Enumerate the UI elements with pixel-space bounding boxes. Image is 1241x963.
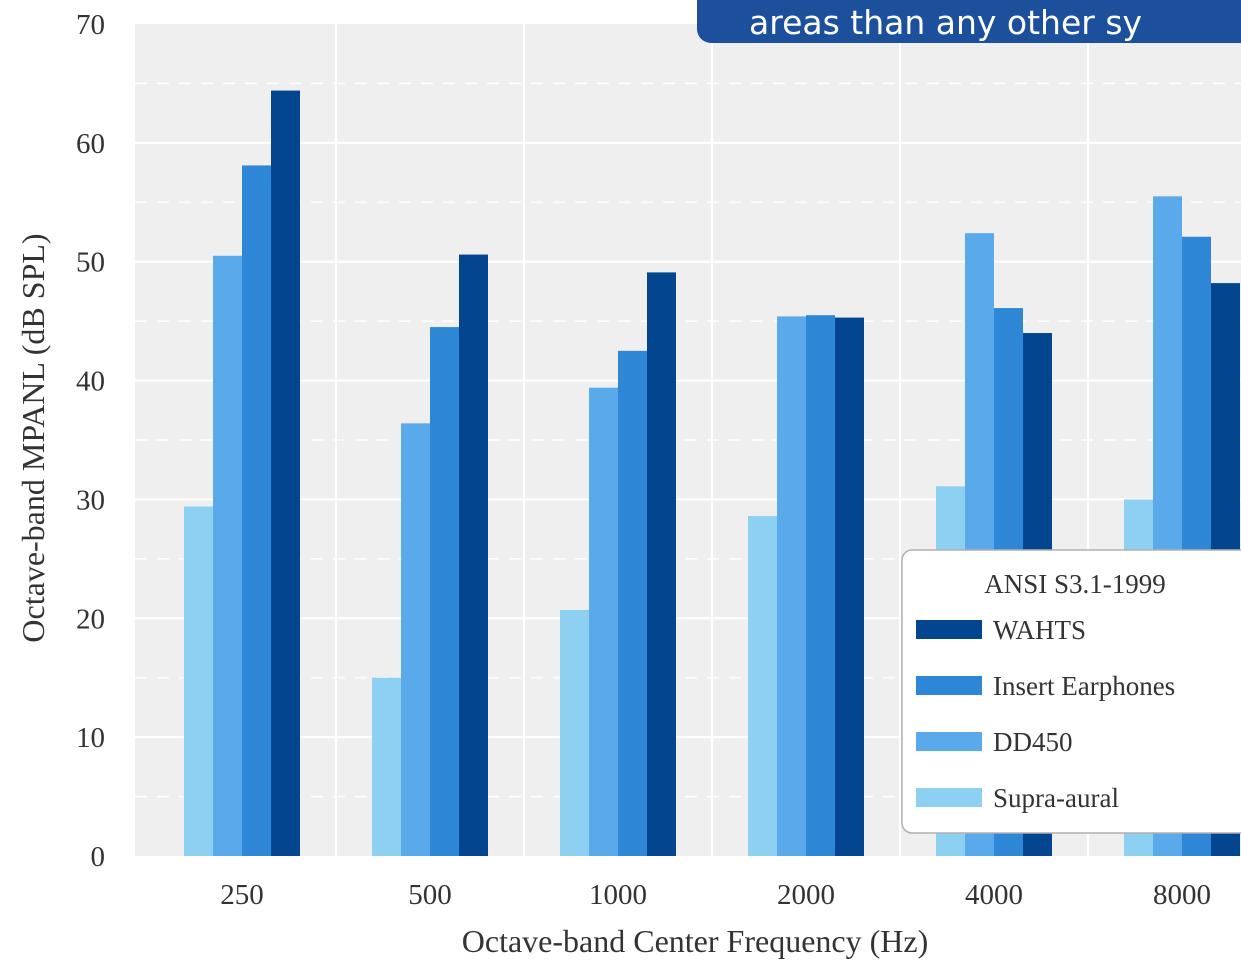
bar (213, 255, 242, 856)
x-axis-ticks: 250 500 1000 2000 4000 8000 (220, 879, 1211, 911)
y-tick-label: 0 (91, 841, 106, 873)
legend-label: WAHTS (993, 615, 1086, 645)
x-tick-label: 4000 (965, 879, 1023, 911)
bar (271, 90, 300, 856)
x-axis-title: Octave-band Center Frequency (Hz) (462, 923, 928, 959)
bar (242, 165, 271, 856)
legend-label: Insert Earphones (993, 671, 1175, 701)
bar (618, 350, 647, 856)
y-axis-ticks: 0 10 20 30 40 50 60 70 (76, 9, 105, 873)
bar (401, 423, 430, 856)
bar (372, 677, 401, 856)
legend-box (901, 549, 1241, 834)
bar (806, 315, 835, 856)
y-tick-label: 30 (76, 484, 105, 516)
legend-swatch (916, 788, 982, 807)
legend-swatch (916, 732, 982, 751)
y-tick-label: 60 (76, 128, 105, 160)
y-axis-title: Octave-band MPANL (dB SPL) (15, 233, 51, 642)
bar (748, 516, 777, 856)
bar (777, 316, 806, 857)
legend-label: Supra-aural (993, 783, 1119, 813)
x-tick-label: 1000 (589, 879, 647, 911)
legend-swatch (916, 620, 982, 639)
callout-banner: areas than any other sy (697, 0, 1241, 43)
legend-swatch (916, 676, 982, 695)
legend-items: WAHTS Insert Earphones DD450 Supra-aural (916, 615, 1175, 813)
bar (560, 609, 589, 856)
y-tick-label: 20 (76, 603, 105, 635)
y-tick-label: 50 (76, 247, 105, 279)
bar (184, 506, 213, 856)
x-tick-label: 8000 (1153, 879, 1211, 911)
y-tick-label: 70 (76, 9, 105, 41)
callout-banner-text: areas than any other sy (749, 3, 1143, 42)
bar (589, 387, 618, 856)
bar (459, 254, 488, 856)
x-tick-label: 250 (220, 879, 264, 911)
bar (647, 272, 676, 856)
bar (430, 327, 459, 857)
y-tick-label: 40 (76, 366, 105, 398)
legend: ANSI S3.1-1999 WAHTS Insert Earphones DD45… (901, 549, 1241, 834)
x-tick-label: 500 (408, 879, 452, 911)
bar (835, 317, 864, 856)
x-tick-label: 2000 (777, 879, 835, 911)
legend-title: ANSI S3.1-1999 (984, 569, 1166, 599)
y-tick-label: 10 (76, 722, 105, 754)
legend-label: DD450 (993, 727, 1073, 757)
